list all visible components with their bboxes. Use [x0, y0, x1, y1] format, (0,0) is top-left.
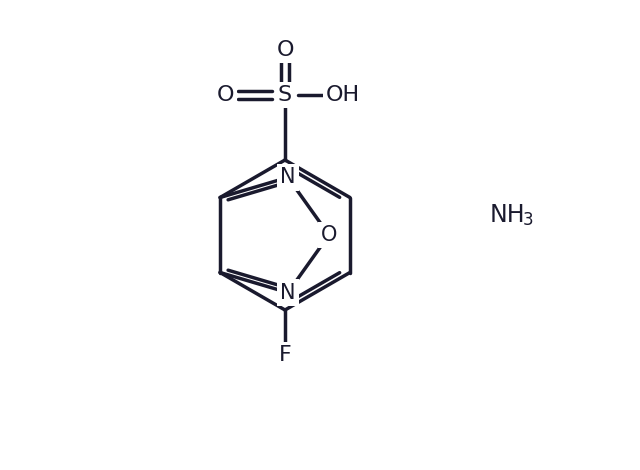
Text: F: F: [278, 345, 291, 365]
Text: NH: NH: [490, 203, 525, 227]
Text: 3: 3: [523, 211, 534, 229]
Text: O: O: [276, 40, 294, 60]
Text: OH: OH: [326, 85, 360, 105]
Text: S: S: [278, 85, 292, 105]
Text: O: O: [216, 85, 234, 105]
Text: O: O: [321, 225, 337, 245]
Text: N: N: [280, 167, 296, 188]
Text: N: N: [280, 282, 296, 303]
